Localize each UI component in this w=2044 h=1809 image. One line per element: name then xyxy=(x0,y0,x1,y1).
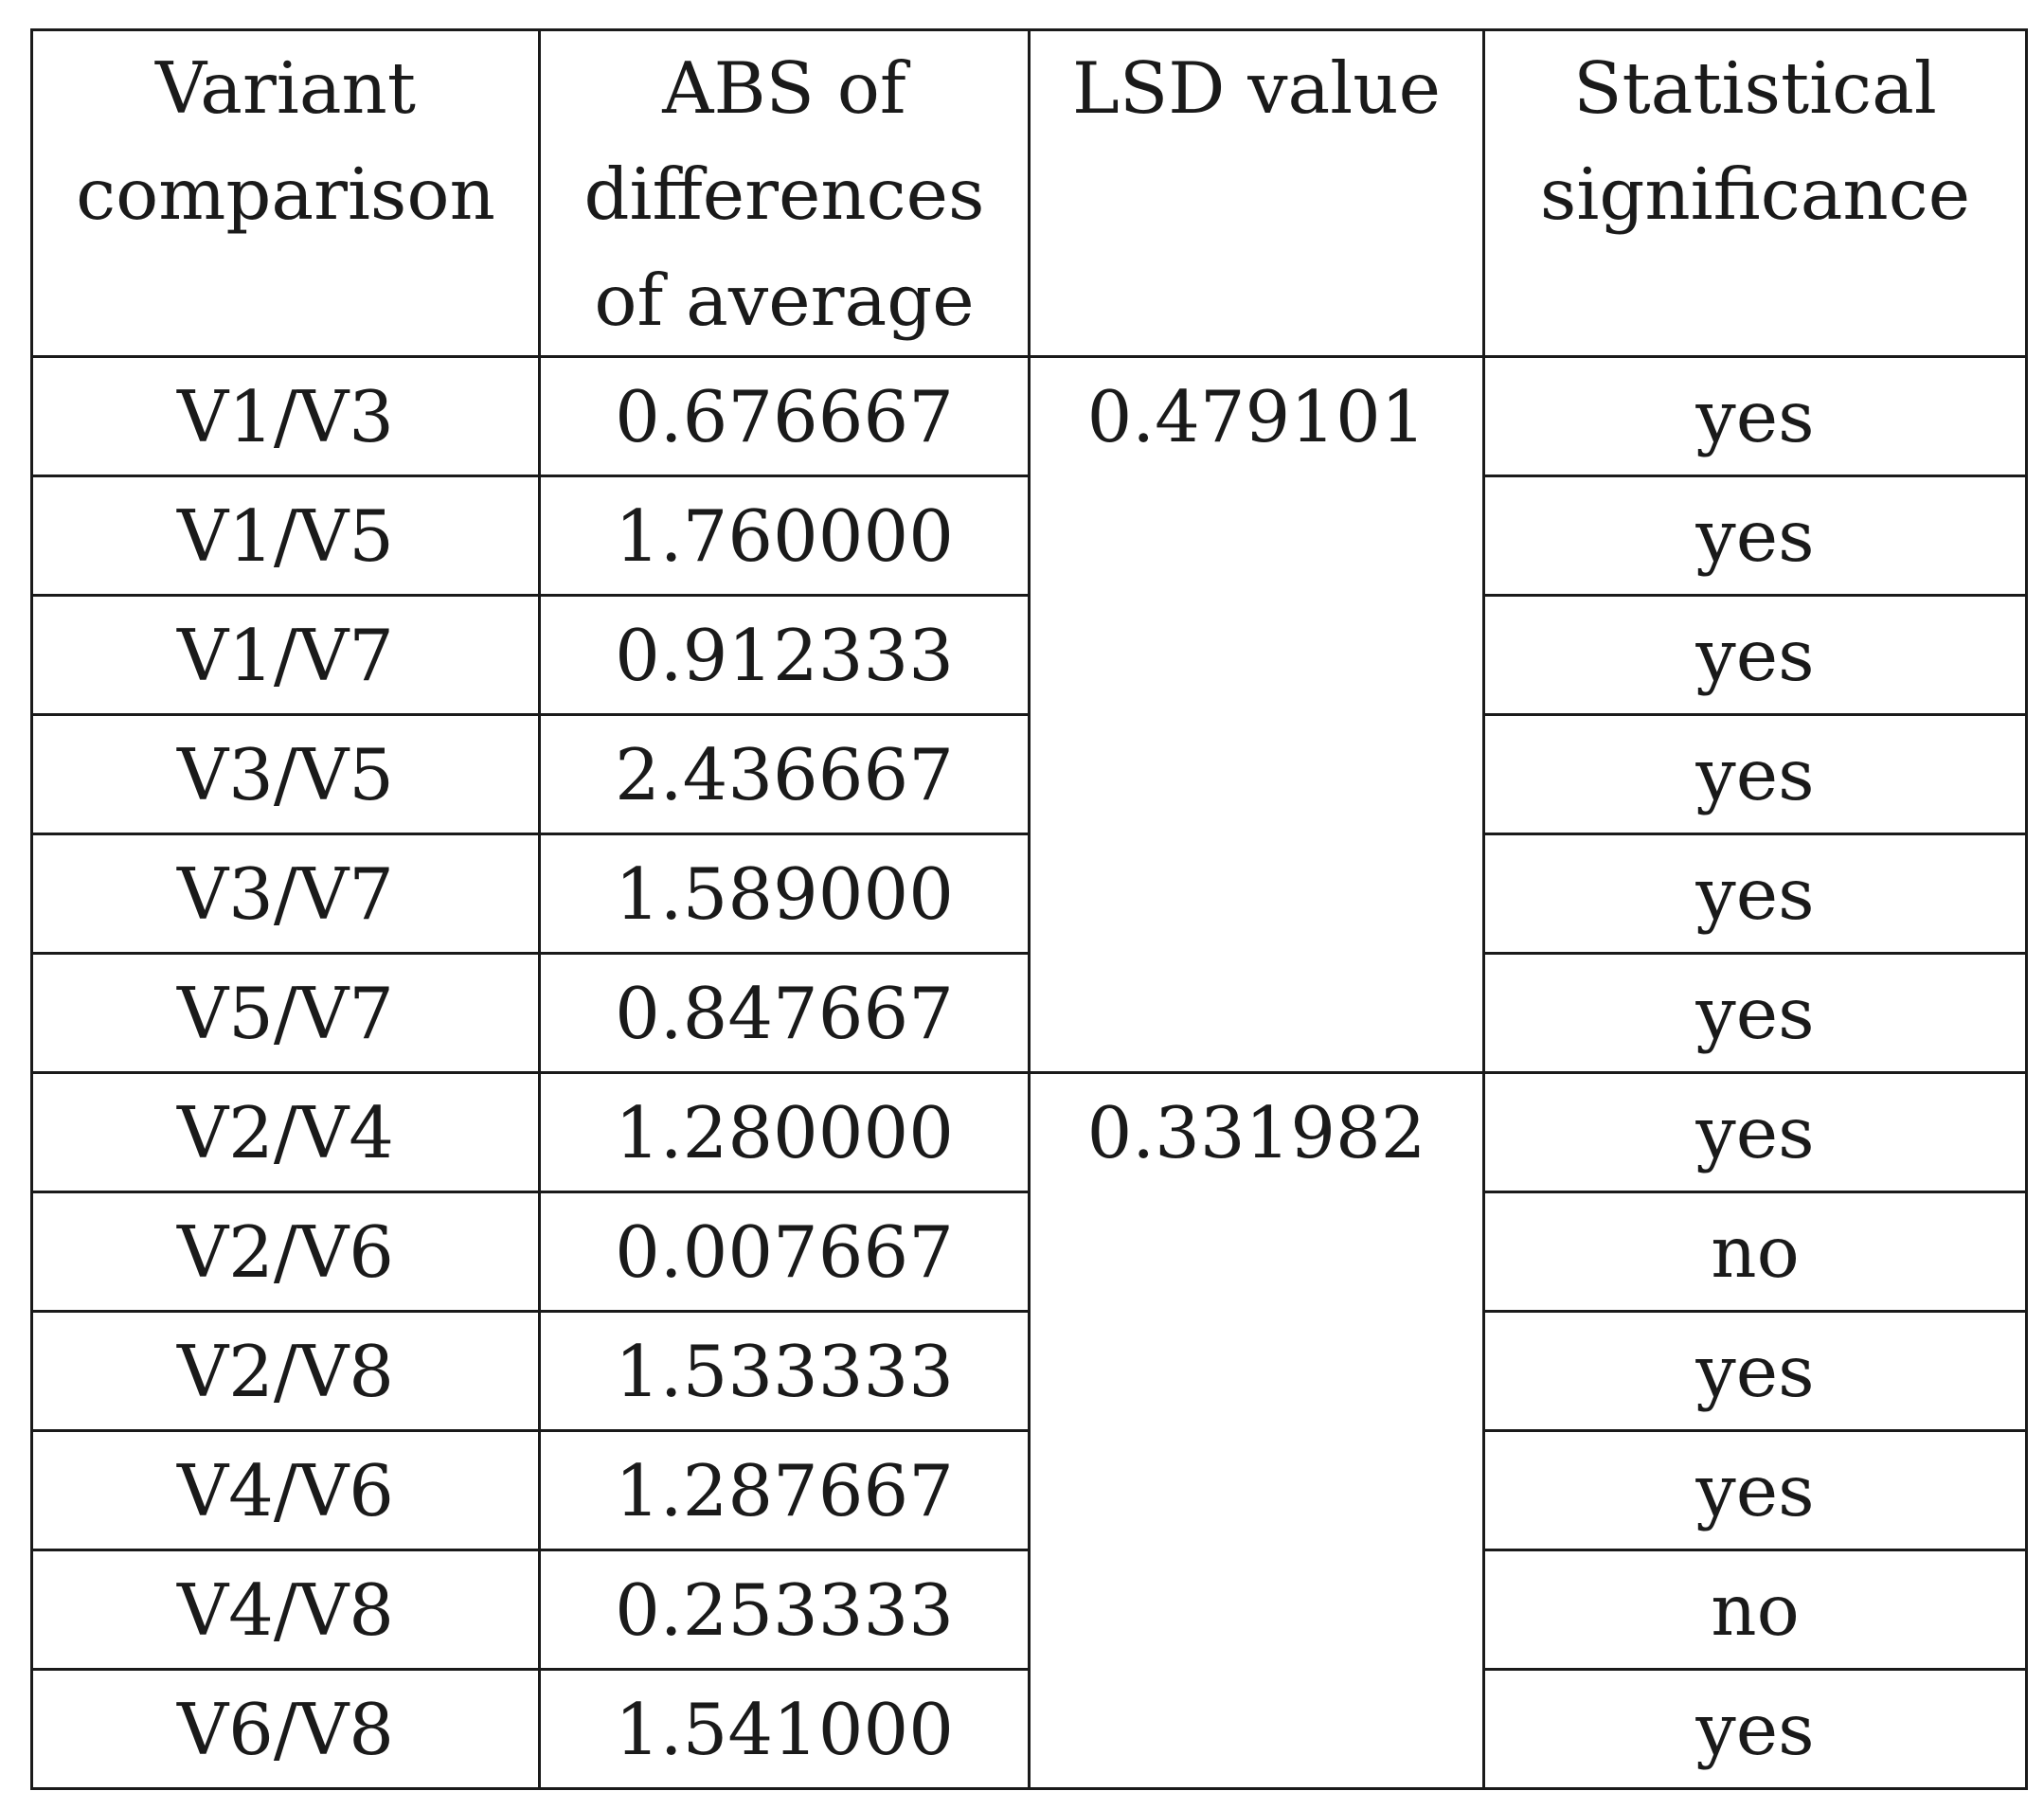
table-row: V3/V5 2.436667 yes xyxy=(30,713,2028,835)
significance-cell: no xyxy=(1482,1191,2028,1313)
significance-cell: yes xyxy=(1482,952,2028,1074)
table-row: V6/V8 1.541000 yes xyxy=(30,1668,2028,1790)
table-row: V5/V7 0.847667 yes xyxy=(30,952,2028,1074)
table-row: V2/V4 1.280000 0.331982 yes xyxy=(30,1071,2028,1790)
header-variant-comparison: Variant comparison xyxy=(30,28,541,358)
significance-cell: yes xyxy=(1482,355,2028,477)
abs-difference-cell: 1.287667 xyxy=(538,1429,1031,1551)
significance-cell: yes xyxy=(1482,1071,2028,1193)
significance-cell: yes xyxy=(1482,475,2028,597)
significance-cell: yes xyxy=(1482,713,2028,835)
header-lsd-value: LSD value xyxy=(1028,28,1485,358)
lsd-value-cell: 0.331982 xyxy=(1028,1071,1485,1790)
variant-comparison-cell: V6/V8 xyxy=(30,1668,541,1790)
abs-difference-cell: 0.253333 xyxy=(538,1549,1031,1671)
lsd-comparison-table: Variant comparison ABS of differences of… xyxy=(30,28,2028,1790)
abs-difference-cell: 0.912333 xyxy=(538,594,1031,716)
variant-comparison-cell: V4/V6 xyxy=(30,1429,541,1551)
abs-difference-cell: 0.676667 xyxy=(538,355,1031,477)
header-abs-differences: ABS of differences of average xyxy=(538,28,1031,358)
significance-cell: yes xyxy=(1482,594,2028,716)
abs-difference-cell: 1.541000 xyxy=(538,1668,1031,1790)
variant-comparison-cell: V2/V4 xyxy=(30,1071,541,1193)
variant-comparison-cell: V3/V7 xyxy=(30,833,541,955)
variant-comparison-cell: V2/V8 xyxy=(30,1310,541,1432)
abs-difference-cell: 0.847667 xyxy=(538,952,1031,1074)
variant-comparison-cell: V3/V5 xyxy=(30,713,541,835)
table-row: V3/V7 1.589000 yes xyxy=(30,833,2028,955)
variant-comparison-cell: V1/V7 xyxy=(30,594,541,716)
table-row: V4/V8 0.253333 no xyxy=(30,1549,2028,1671)
header-row: Variant comparison ABS of differences of… xyxy=(30,28,2028,358)
table-body: V1/V3 0.676667 0.479101 yes V1/V5 1.760000 yes… xyxy=(30,355,2028,1790)
table-row: V1/V7 0.912333 yes xyxy=(30,594,2028,716)
variant-comparison-cell: V1/V5 xyxy=(30,475,541,597)
significance-cell: no xyxy=(1482,1549,2028,1671)
variant-comparison-cell: V1/V3 xyxy=(30,355,541,477)
table-row: V1/V3 0.676667 0.479101 yes xyxy=(30,355,2028,1074)
abs-difference-cell: 0.007667 xyxy=(538,1191,1031,1313)
significance-cell: yes xyxy=(1482,1310,2028,1432)
variant-comparison-cell: V5/V7 xyxy=(30,952,541,1074)
abs-difference-cell: 1.533333 xyxy=(538,1310,1031,1432)
table-row: V4/V6 1.287667 yes xyxy=(30,1429,2028,1551)
abs-difference-cell: 1.589000 xyxy=(538,833,1031,955)
table-row: V2/V6 0.007667 no xyxy=(30,1191,2028,1313)
abs-difference-cell: 1.280000 xyxy=(538,1071,1031,1193)
significance-cell: yes xyxy=(1482,1429,2028,1551)
variant-comparison-cell: V4/V8 xyxy=(30,1549,541,1671)
variant-comparison-cell: V2/V6 xyxy=(30,1191,541,1313)
table-row: V2/V8 1.533333 yes xyxy=(30,1310,2028,1432)
header-statistical-significance: Statistical significance xyxy=(1482,28,2028,358)
table-row: V1/V5 1.760000 yes xyxy=(30,475,2028,597)
significance-cell: yes xyxy=(1482,1668,2028,1790)
abs-difference-cell: 1.760000 xyxy=(538,475,1031,597)
table-header: Variant comparison ABS of differences of… xyxy=(30,28,2028,358)
significance-cell: yes xyxy=(1482,833,2028,955)
abs-difference-cell: 2.436667 xyxy=(538,713,1031,835)
lsd-value-cell: 0.479101 xyxy=(1028,355,1485,1074)
